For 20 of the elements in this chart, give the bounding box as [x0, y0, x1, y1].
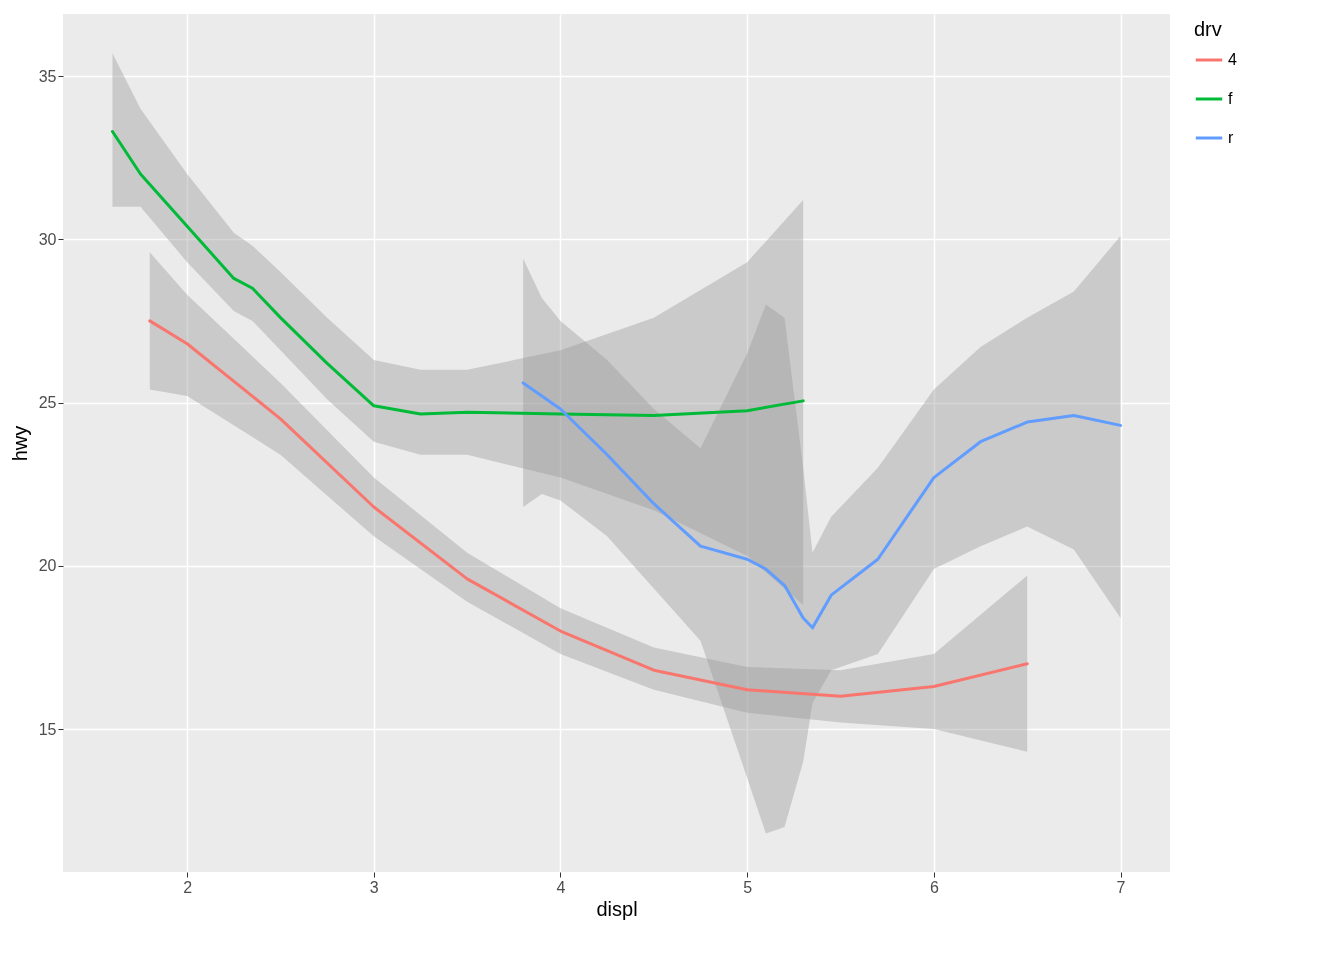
legend-label: 4: [1228, 51, 1237, 68]
x-tick-label: 6: [929, 878, 939, 896]
y-tick-label: 35: [38, 67, 57, 85]
y-tick-label: 25: [38, 394, 57, 412]
legend-title: drv: [1194, 18, 1222, 40]
x-tick-label: 3: [369, 878, 379, 896]
y-tick-label: 30: [38, 230, 57, 248]
line-series: [110, 130, 805, 418]
line-series: [521, 381, 1123, 630]
y-tick-label: 20: [38, 557, 57, 575]
line-series: [148, 319, 1029, 698]
x-tick-label: 4: [556, 878, 566, 896]
x-tick-label: 5: [743, 878, 753, 896]
legend-label: r: [1228, 129, 1234, 146]
legend-label: f: [1228, 90, 1233, 107]
x-axis-title: displ: [596, 897, 638, 920]
y-tick-label: 15: [38, 720, 57, 738]
x-tick-label: 7: [1116, 878, 1126, 896]
x-tick-label: 2: [183, 878, 193, 896]
y-axis-title: hwy: [8, 425, 31, 462]
